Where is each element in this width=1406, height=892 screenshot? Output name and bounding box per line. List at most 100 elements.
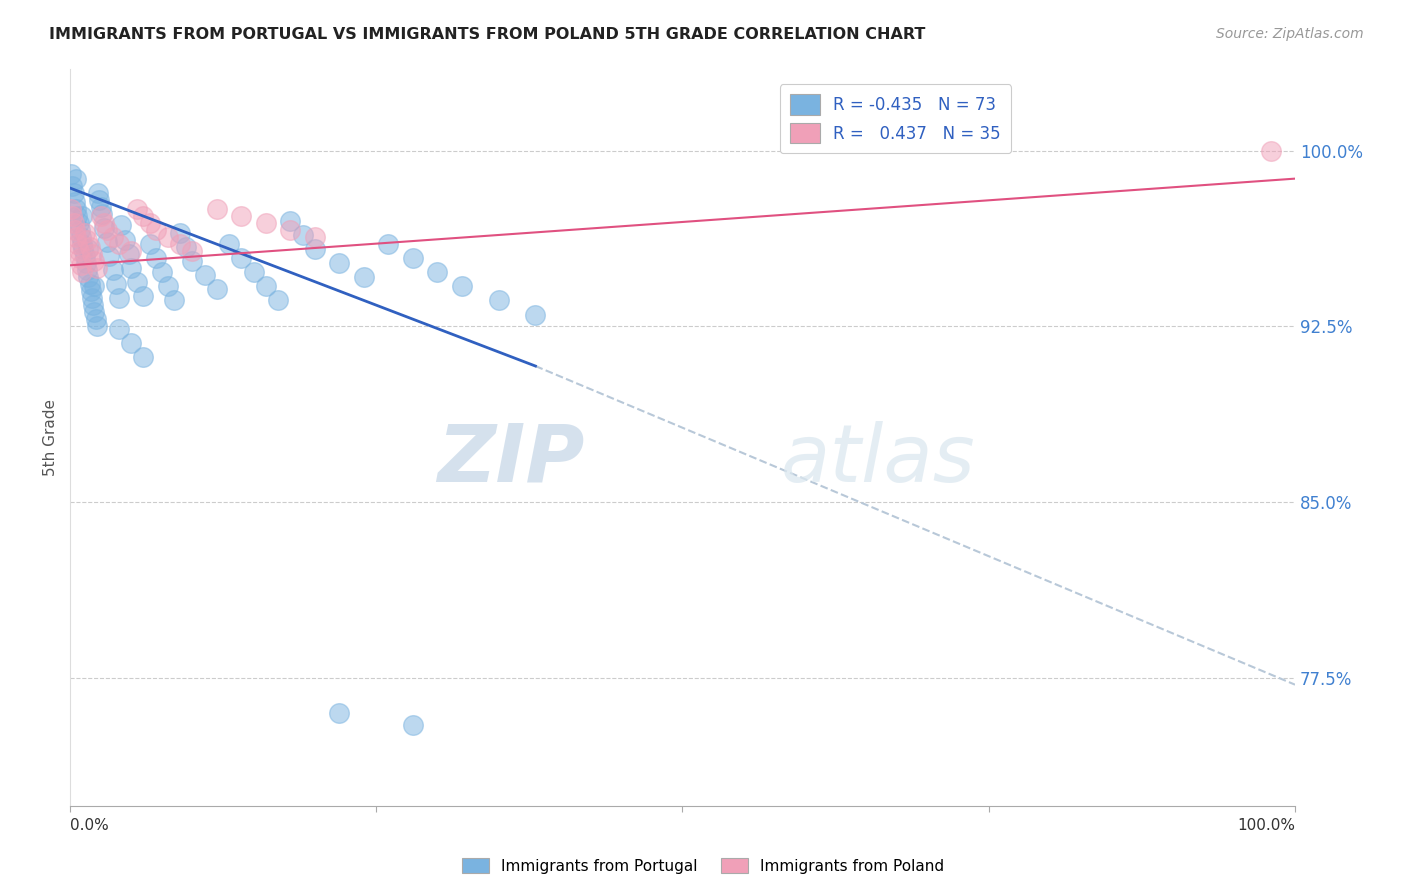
Point [76, 233, 98, 247]
Point [127, 275, 149, 289]
Point [96, 223, 118, 237]
Point [524, 308, 547, 322]
Point [98, 249, 121, 263]
Point [65, 202, 87, 216]
Point [60, 202, 83, 216]
Point [83, 305, 105, 319]
Point [108, 291, 131, 305]
Text: ZIP: ZIP [437, 421, 585, 499]
Point [62, 186, 84, 200]
Point [96, 235, 118, 249]
Point [145, 252, 167, 266]
Point [488, 293, 510, 308]
Point [69, 252, 91, 266]
Point [231, 252, 253, 266]
Text: IMMIGRANTS FROM PORTUGAL VS IMMIGRANTS FROM POLAND 5TH GRADE CORRELATION CHART: IMMIGRANTS FROM PORTUGAL VS IMMIGRANTS F… [49, 27, 925, 42]
Point [176, 239, 198, 253]
Point [77, 270, 100, 285]
Point [231, 209, 253, 223]
Point [83, 279, 105, 293]
Point [451, 279, 474, 293]
Point [89, 193, 111, 207]
Point [218, 237, 240, 252]
Point [108, 321, 131, 335]
Point [353, 270, 375, 285]
Point [110, 219, 132, 233]
Point [120, 244, 142, 259]
Point [67, 244, 90, 259]
Point [181, 244, 204, 259]
Legend: Immigrants from Portugal, Immigrants from Poland: Immigrants from Portugal, Immigrants fro… [456, 852, 950, 880]
Point [108, 237, 131, 252]
Point [86, 319, 108, 334]
Point [70, 209, 93, 223]
Point [79, 239, 101, 253]
Point [69, 223, 91, 237]
Point [426, 265, 449, 279]
Point [62, 216, 84, 230]
Point [156, 230, 179, 244]
Point [79, 277, 101, 291]
Point [73, 226, 96, 240]
Point [77, 242, 100, 256]
Point [291, 227, 314, 242]
Point [93, 216, 115, 230]
Point [65, 171, 87, 186]
Point [63, 223, 86, 237]
Point [84, 312, 107, 326]
Point [377, 237, 399, 252]
Point [65, 230, 87, 244]
Point [254, 216, 277, 230]
Point [83, 253, 105, 268]
Point [70, 258, 93, 272]
Point [60, 167, 83, 181]
Point [82, 298, 104, 312]
Point [80, 246, 103, 260]
Point [120, 335, 142, 350]
Point [402, 717, 425, 731]
Point [93, 220, 115, 235]
Point [205, 282, 228, 296]
Point [70, 237, 93, 252]
Point [76, 263, 98, 277]
Point [66, 209, 89, 223]
Point [127, 202, 149, 216]
Point [120, 260, 142, 275]
Point [163, 293, 186, 308]
Point [254, 279, 277, 293]
Point [181, 253, 204, 268]
Point [67, 216, 90, 230]
Text: atlas: atlas [780, 421, 976, 499]
Point [138, 237, 160, 252]
Point [150, 265, 173, 279]
Point [242, 265, 264, 279]
Point [205, 202, 228, 216]
Point [101, 230, 124, 244]
Point [90, 207, 112, 221]
Point [60, 209, 83, 223]
Point [80, 291, 103, 305]
Point [402, 252, 425, 266]
Point [90, 209, 112, 223]
Point [1260, 144, 1282, 158]
Point [101, 263, 124, 277]
Point [138, 216, 160, 230]
Legend: R = -0.435   N = 73, R =   0.437   N = 35: R = -0.435 N = 73, R = 0.437 N = 35 [780, 84, 1011, 153]
Point [66, 237, 89, 252]
Point [70, 230, 93, 244]
Point [132, 350, 155, 364]
Point [105, 277, 128, 291]
Point [72, 242, 94, 256]
Text: Source: ZipAtlas.com: Source: ZipAtlas.com [1216, 27, 1364, 41]
Point [304, 230, 326, 244]
Point [280, 214, 302, 228]
Point [280, 223, 302, 237]
Point [63, 195, 86, 210]
Point [87, 186, 110, 200]
Text: 0.0%: 0.0% [70, 818, 108, 833]
Y-axis label: 5th Grade: 5th Grade [44, 399, 58, 476]
Point [328, 256, 350, 270]
Point [70, 265, 93, 279]
Point [156, 279, 179, 293]
Point [132, 289, 155, 303]
